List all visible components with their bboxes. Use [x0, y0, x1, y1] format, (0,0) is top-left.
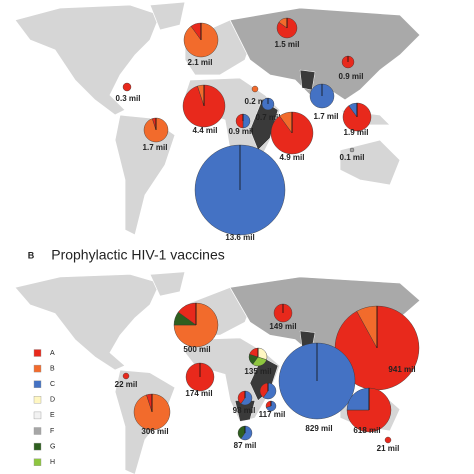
- legend-label: D: [50, 397, 55, 404]
- legend-swatch: [33, 411, 42, 420]
- pie-label: 21 mil: [377, 444, 400, 453]
- pie-label: 0.7 mil: [256, 113, 281, 122]
- pie-label: 1.5 mil: [275, 40, 300, 49]
- pie-label: 174 mil: [185, 389, 212, 398]
- pie-label: 2.1 mil: [188, 58, 213, 67]
- pie-label: 0.2 mil: [245, 97, 270, 106]
- pie-label: 829 mil: [305, 424, 332, 433]
- pie-label: 87 mil: [234, 441, 257, 450]
- pie-label: 306 mil: [141, 427, 168, 436]
- panel-letter: B: [28, 250, 35, 260]
- pie-label: 135 mil: [244, 367, 271, 376]
- pie-slice: [251, 85, 259, 93]
- legend-label: F: [50, 428, 54, 435]
- legend-label: E: [50, 412, 55, 419]
- pie-label: 1.7 mil: [143, 143, 168, 152]
- legend-swatch: [33, 442, 42, 451]
- pie-label: 618 mil: [353, 426, 380, 435]
- legend-swatch: [33, 427, 42, 435]
- pie-slice: [384, 436, 392, 444]
- pie-label: 0.9 mil: [229, 127, 254, 136]
- legend-label: A: [50, 350, 55, 357]
- legend-swatch: [33, 349, 42, 357]
- pie-label: 4.9 mil: [280, 153, 305, 162]
- legend-swatch: [33, 380, 42, 388]
- legend-swatch: [33, 396, 42, 404]
- panel-title: Prophylactic HIV-1 vaccines: [51, 247, 225, 263]
- pie-slice: [240, 390, 253, 406]
- pie-slice: [122, 82, 132, 92]
- pie-slice: [122, 372, 130, 380]
- pie-label: 22 mil: [115, 380, 138, 389]
- pie-slice: [235, 113, 244, 129]
- pie-slice: [240, 425, 253, 441]
- legend-swatch: [33, 458, 42, 466]
- pie-slice: [346, 387, 370, 411]
- pie-label: 500 mil: [183, 345, 210, 354]
- pie-label: 941 mil: [388, 365, 415, 374]
- legend-label: H: [50, 459, 55, 466]
- legend-label: B: [50, 365, 55, 372]
- pie-label: 13.6 mil: [225, 233, 254, 242]
- pie-slice: [242, 113, 251, 129]
- legend-label: C: [50, 381, 55, 388]
- pie-label: 0.9 mil: [339, 72, 364, 81]
- pie-label: 4.4 mil: [193, 126, 218, 135]
- pie-label: 98 mil: [233, 406, 256, 415]
- pie-label: 1.9 mil: [344, 128, 369, 137]
- pie-label: 1.7 mil: [314, 112, 339, 121]
- legend-swatch: [33, 364, 42, 373]
- pie-slice: [263, 382, 277, 400]
- pie-label: 149 mil: [269, 322, 296, 331]
- pie-label: 0.1 mil: [340, 153, 365, 162]
- pie-label: 0.3 mil: [116, 94, 141, 103]
- legend-label: G: [50, 443, 55, 450]
- pie-label: 117 mil: [259, 410, 286, 419]
- pie-slice: [349, 147, 355, 153]
